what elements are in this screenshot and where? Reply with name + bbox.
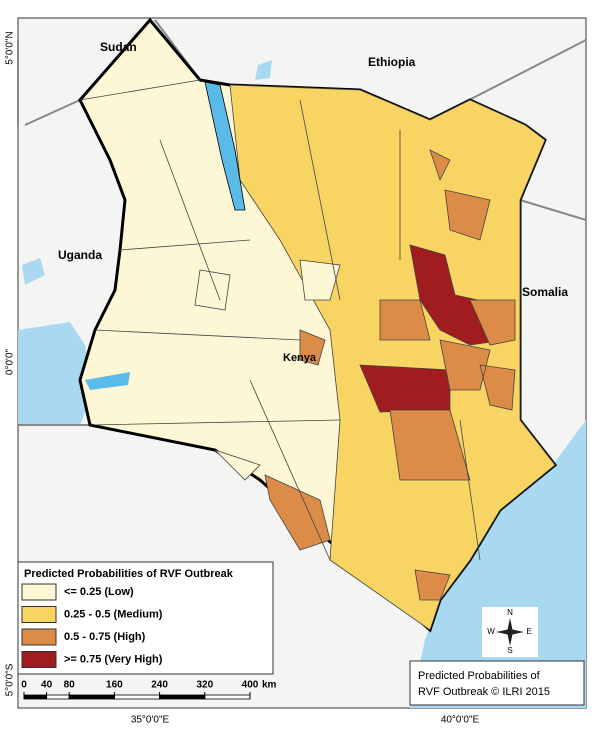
legend-title: Predicted Probabilities of RVF Outbreak	[24, 568, 234, 580]
scale-segment	[46, 694, 70, 700]
country-borders	[17, 19, 587, 426]
lake-turkana	[204, 81, 246, 211]
lake-victoria-gulf	[85, 372, 130, 390]
legend-label: <= 0.25 (Low)	[64, 586, 134, 598]
country-label: Somalia	[522, 285, 568, 299]
scale-segment	[159, 694, 206, 700]
country-label: Uganda	[58, 248, 102, 262]
latitude-label: 5°0'0"N	[5, 31, 16, 64]
scale-label: 0	[21, 680, 27, 691]
scale-segment	[68, 694, 115, 700]
legend-label: >= 0.75 (Very High)	[64, 653, 163, 665]
scale-label: 40	[41, 680, 53, 691]
country-label: Ethiopia	[368, 55, 416, 69]
credit-line: Predicted Probabilities of	[418, 670, 541, 682]
credit-line: RVF Outbreak © ILRI 2015	[418, 686, 550, 698]
compass-letter: W	[487, 627, 495, 636]
legend-swatch	[21, 628, 57, 646]
compass-letter: S	[507, 646, 512, 655]
latitude-label: 5°0'0"S	[5, 663, 16, 696]
scale-bar: 0 40 80 160 240 320 400 km	[21, 680, 277, 700]
compass-rose	[496, 618, 524, 646]
scale-segment	[23, 694, 48, 700]
scale-label: 160	[106, 680, 123, 691]
longitude-label: 40°0'0"E	[441, 715, 480, 726]
legend-label: 0.5 - 0.75 (High)	[64, 631, 146, 643]
compass: N E S W	[482, 607, 538, 657]
legend-items: <= 0.25 (Low) 0.25 - 0.5 (Medium) 0.5 - 0.…	[21, 583, 163, 668]
scale-segment	[114, 694, 161, 700]
scale-segment	[204, 694, 251, 700]
scale-label: 400	[242, 680, 259, 691]
indian-ocean	[410, 420, 586, 708]
legend-swatch	[21, 606, 57, 623]
compass-letter: N	[507, 608, 513, 617]
legend-box	[17, 561, 274, 675]
country-label: Sudan	[100, 40, 137, 54]
scale-label: 320	[196, 680, 213, 691]
legend-swatch	[21, 583, 57, 601]
legend-label: 0.25 - 0.5 (Medium)	[64, 608, 163, 620]
longitude-label: 35°0'0"E	[131, 715, 170, 726]
legend-swatch	[21, 651, 57, 668]
scale-label: 80	[64, 680, 76, 691]
latitude-label: 0°0'0"	[5, 348, 16, 375]
scale-label: 240	[151, 680, 168, 691]
lake-victoria	[18, 322, 92, 425]
scale-unit: km	[262, 680, 277, 691]
compass-letter: E	[526, 627, 531, 636]
credit-box	[409, 660, 585, 706]
regions	[79, 79, 556, 631]
kenya-label: Kenya	[283, 352, 317, 364]
